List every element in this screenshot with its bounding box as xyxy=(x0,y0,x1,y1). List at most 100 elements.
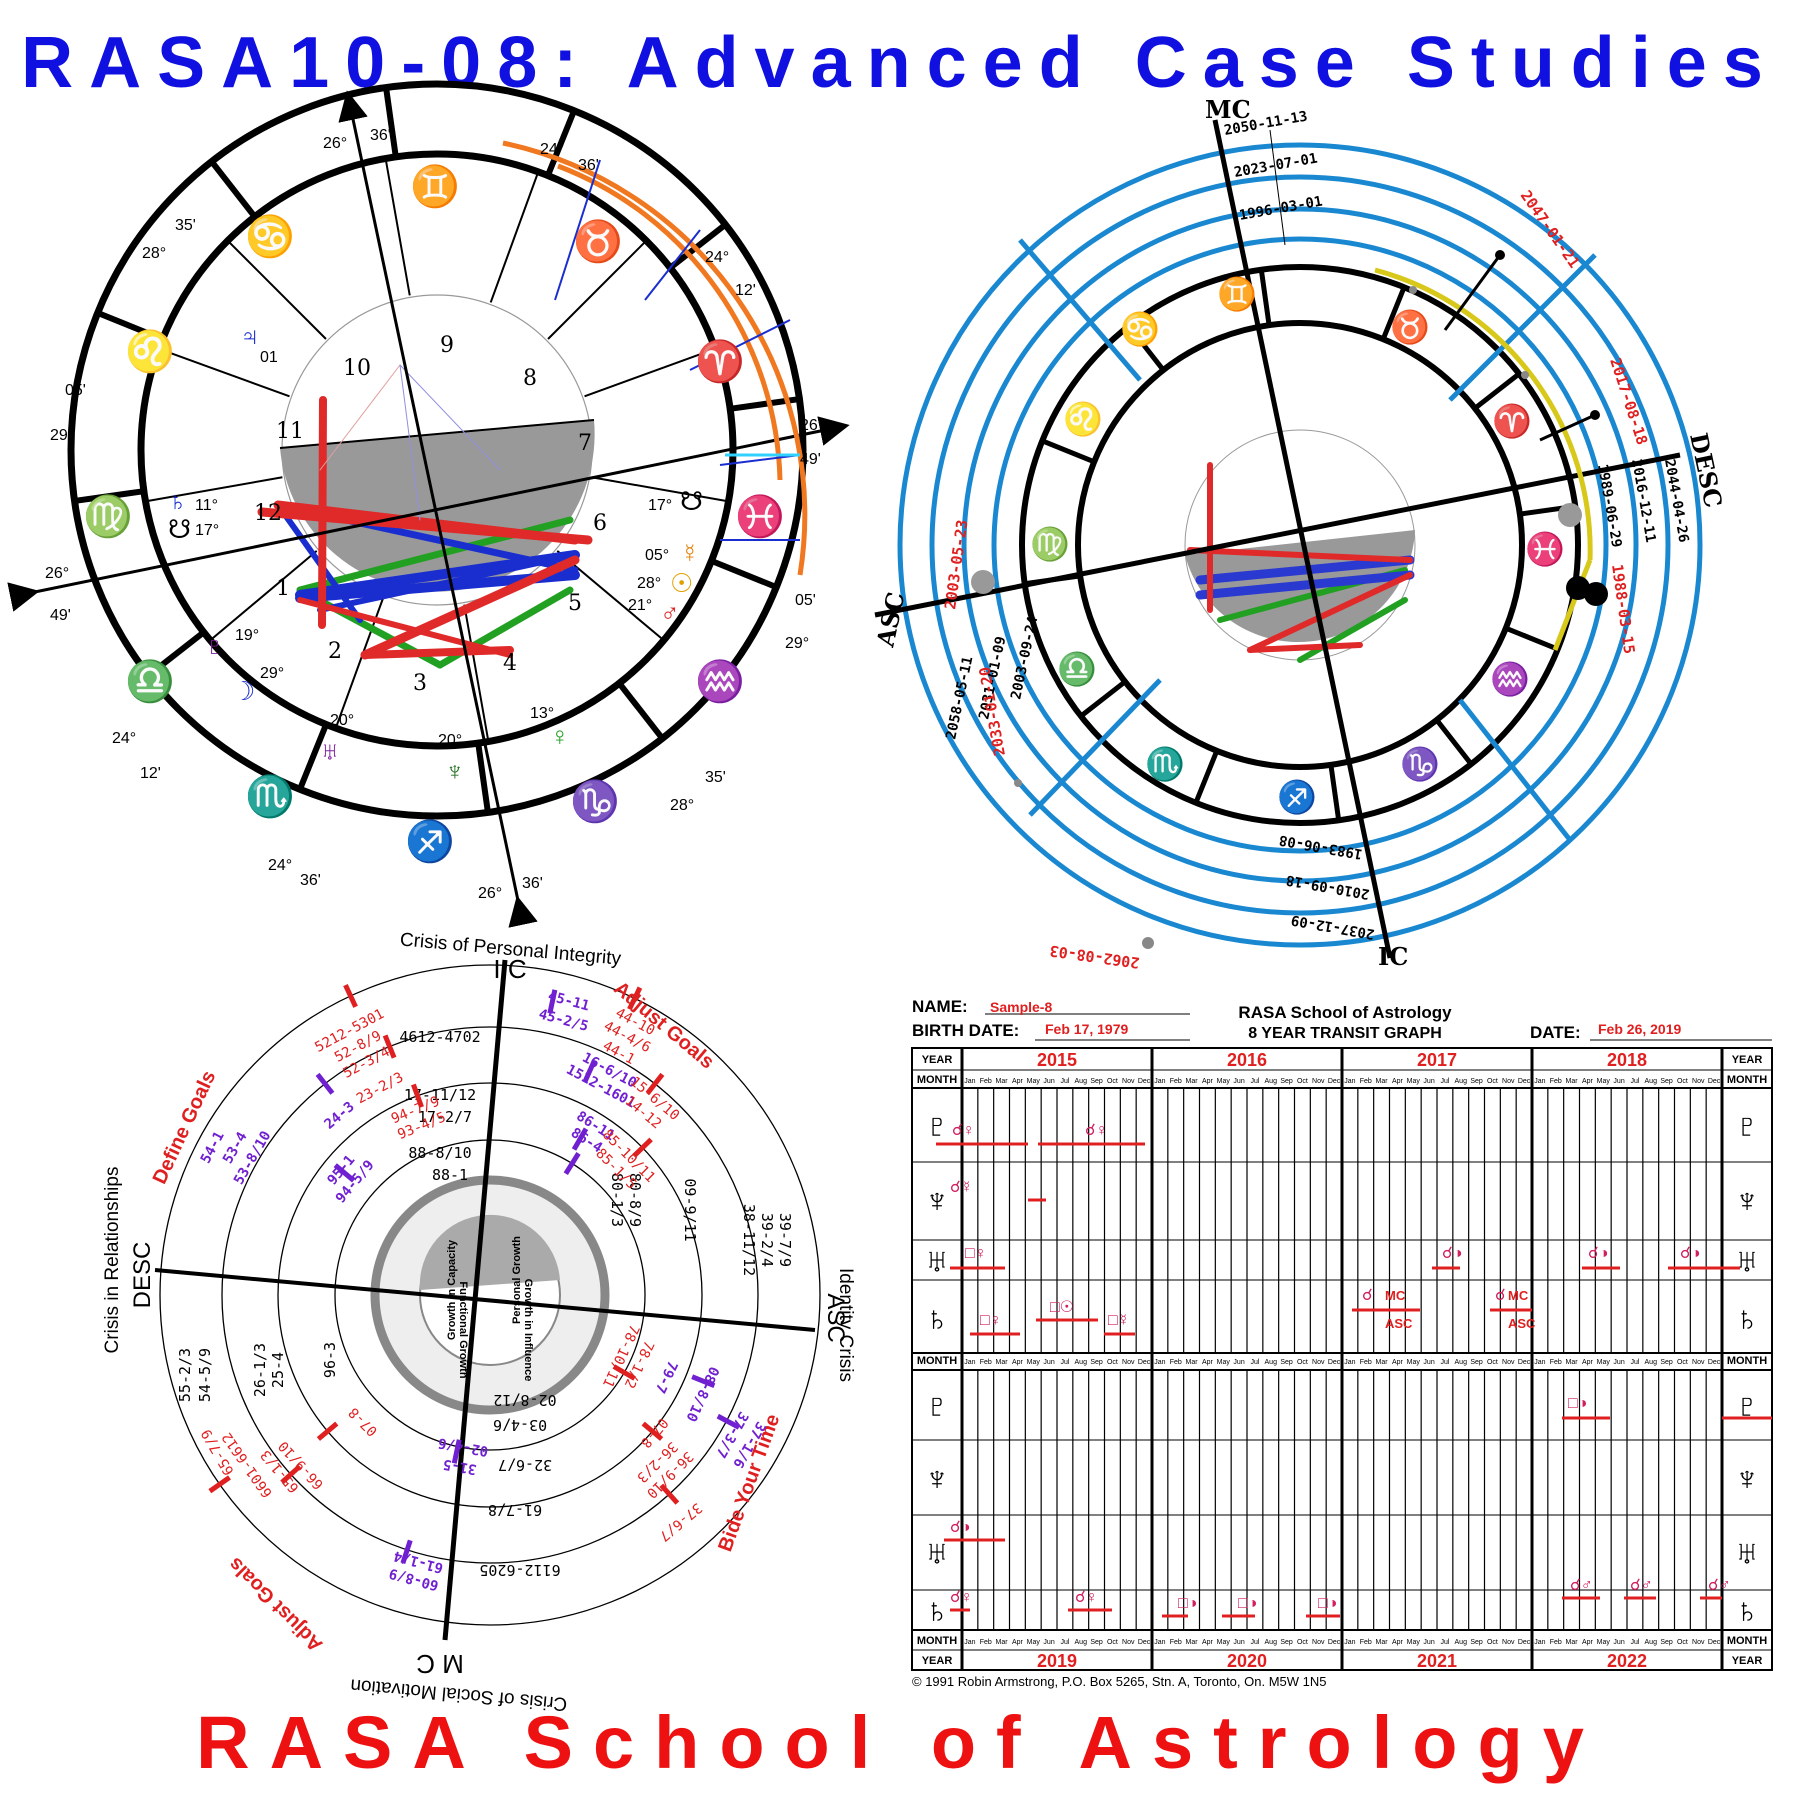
cycle-number: 31-5 xyxy=(442,1456,478,1478)
virgo-icon: ♍ xyxy=(83,493,133,539)
sign-divider xyxy=(710,558,778,590)
transit-date: 2062-08-03 xyxy=(1049,941,1141,971)
inner-label: Growth in Influence xyxy=(522,1279,534,1382)
month-label: Aug xyxy=(1455,1359,1468,1366)
capricorn-icon: ♑ xyxy=(1400,746,1440,782)
aries-icon: ♈ xyxy=(695,338,745,384)
month-header: MONTH xyxy=(917,1355,957,1367)
cycle-number: 07-8 xyxy=(346,1404,381,1439)
month-label: Dec xyxy=(1328,1078,1341,1085)
cycle-number: 37-6/7 xyxy=(656,1499,705,1544)
cusp-degree: 24° xyxy=(268,857,292,874)
house-label: 8 xyxy=(523,366,537,391)
month-label: Feb xyxy=(1550,1639,1562,1646)
year-header: YEAR xyxy=(1732,1655,1763,1667)
month-label: Dec xyxy=(1708,1359,1721,1366)
cycle-number: 54-5/9 xyxy=(196,1348,214,1402)
month-label: Sep xyxy=(1660,1078,1673,1085)
month-label: Oct xyxy=(1487,1078,1498,1085)
cusp-minute: 29° xyxy=(785,635,809,652)
sign-divider xyxy=(1258,269,1272,326)
month-label: Nov xyxy=(1312,1639,1325,1646)
sign-divider xyxy=(1041,438,1096,465)
capricorn-icon: ♑ xyxy=(570,778,620,824)
cycle-tick xyxy=(315,1072,335,1095)
cycle-tick xyxy=(571,1127,589,1151)
month-label: Feb xyxy=(980,1639,992,1646)
month-label: Feb xyxy=(1170,1359,1182,1366)
month-label: May xyxy=(1597,1359,1611,1366)
quadrant-label-right: Identity Crisis xyxy=(835,1268,856,1382)
angle-label: ASC xyxy=(1508,1316,1536,1331)
ic-axis-label: I C xyxy=(493,954,526,984)
sign-divider xyxy=(1473,371,1521,411)
cusp-degree: 29° xyxy=(50,427,74,444)
cycle-tick xyxy=(343,983,358,1008)
cusp-minute: 36' xyxy=(300,872,321,889)
month-label: Sep xyxy=(1470,1078,1483,1085)
month-label: Jul xyxy=(1630,1639,1639,1646)
house-label: 4 xyxy=(503,651,517,676)
asc-date: 2058-05-11 xyxy=(943,655,976,741)
month-label: Jul xyxy=(1630,1359,1639,1366)
month-label: Apr xyxy=(1012,1359,1024,1366)
cusp-minute: 35' xyxy=(175,217,196,234)
cycle-tick xyxy=(563,1152,581,1176)
neptune-icon: ♆ xyxy=(924,1182,950,1220)
cusp-minute: 05' xyxy=(65,382,86,399)
date-label: DATE: xyxy=(1530,1023,1581,1042)
month-label: Mar xyxy=(996,1359,1009,1366)
mercury-degree: 05° xyxy=(645,547,669,564)
transit-glyph: ☌♀ xyxy=(952,1122,975,1139)
year-header: YEAR xyxy=(922,1655,953,1667)
month-label: Oct xyxy=(1677,1639,1688,1646)
month-label: Jun xyxy=(1043,1359,1054,1366)
month-label: Jan xyxy=(1534,1359,1545,1366)
month-label: Oct xyxy=(1107,1359,1118,1366)
transit-glyph: □◑ xyxy=(1568,1395,1587,1412)
north-node-icon: ☋ xyxy=(680,486,703,516)
mars-icon: ♂ xyxy=(660,598,680,628)
graph-school: RASA School of Astrology xyxy=(1238,1003,1452,1022)
cycle-tick xyxy=(612,1364,636,1381)
cycle-number: 39-2/4 xyxy=(758,1213,776,1267)
month-label: Dec xyxy=(1328,1639,1341,1646)
month-label: Dec xyxy=(1138,1078,1151,1085)
saturn-icon: ♄ xyxy=(168,486,188,516)
uranus-icon: ♅ xyxy=(1734,1242,1760,1280)
month-label: Nov xyxy=(1122,1078,1135,1085)
month-label: Apr xyxy=(1582,1359,1594,1366)
house-line xyxy=(463,604,490,742)
month-label: Jan xyxy=(964,1078,975,1085)
month-label: Jun xyxy=(1613,1359,1624,1366)
month-label: Aug xyxy=(1645,1639,1658,1646)
month-label: Oct xyxy=(1107,1078,1118,1085)
cycle-tick xyxy=(333,1163,356,1183)
cycle-number: 79-7 xyxy=(651,1358,680,1395)
house-label: 5 xyxy=(568,591,582,616)
transit-glyph: ☌◑ xyxy=(1442,1245,1462,1262)
month-label: Jan xyxy=(964,1359,975,1366)
sign-divider xyxy=(1079,679,1127,719)
month-label: Dec xyxy=(1518,1639,1531,1646)
month-label: Oct xyxy=(1487,1359,1498,1366)
ic-minute: 36' xyxy=(522,875,543,892)
taurus-icon: ♉ xyxy=(1390,309,1430,345)
month-label: Aug xyxy=(1645,1359,1658,1366)
sign-divider xyxy=(146,629,206,678)
page-title: RASA10-08: Advanced Case Studies xyxy=(21,23,1779,103)
neptune-icon: ♆ xyxy=(1734,1182,1760,1220)
year-header: YEAR xyxy=(922,1054,953,1066)
month-label: Jun xyxy=(1233,1078,1244,1085)
uranus-icon: ♅ xyxy=(320,736,340,766)
month-label: May xyxy=(1407,1639,1421,1646)
month-label: Jul xyxy=(1060,1359,1069,1366)
cycle-number: 03-4/6 xyxy=(493,1416,547,1434)
month-label: Apr xyxy=(1392,1359,1404,1366)
year-label: 2015 xyxy=(1037,1050,1077,1070)
taurus-icon: ♉ xyxy=(573,218,623,264)
cycle-number: 96-3 xyxy=(321,1342,339,1378)
house-line xyxy=(547,239,648,340)
month-label: Oct xyxy=(1677,1078,1688,1085)
cycle-tick xyxy=(641,1421,664,1441)
